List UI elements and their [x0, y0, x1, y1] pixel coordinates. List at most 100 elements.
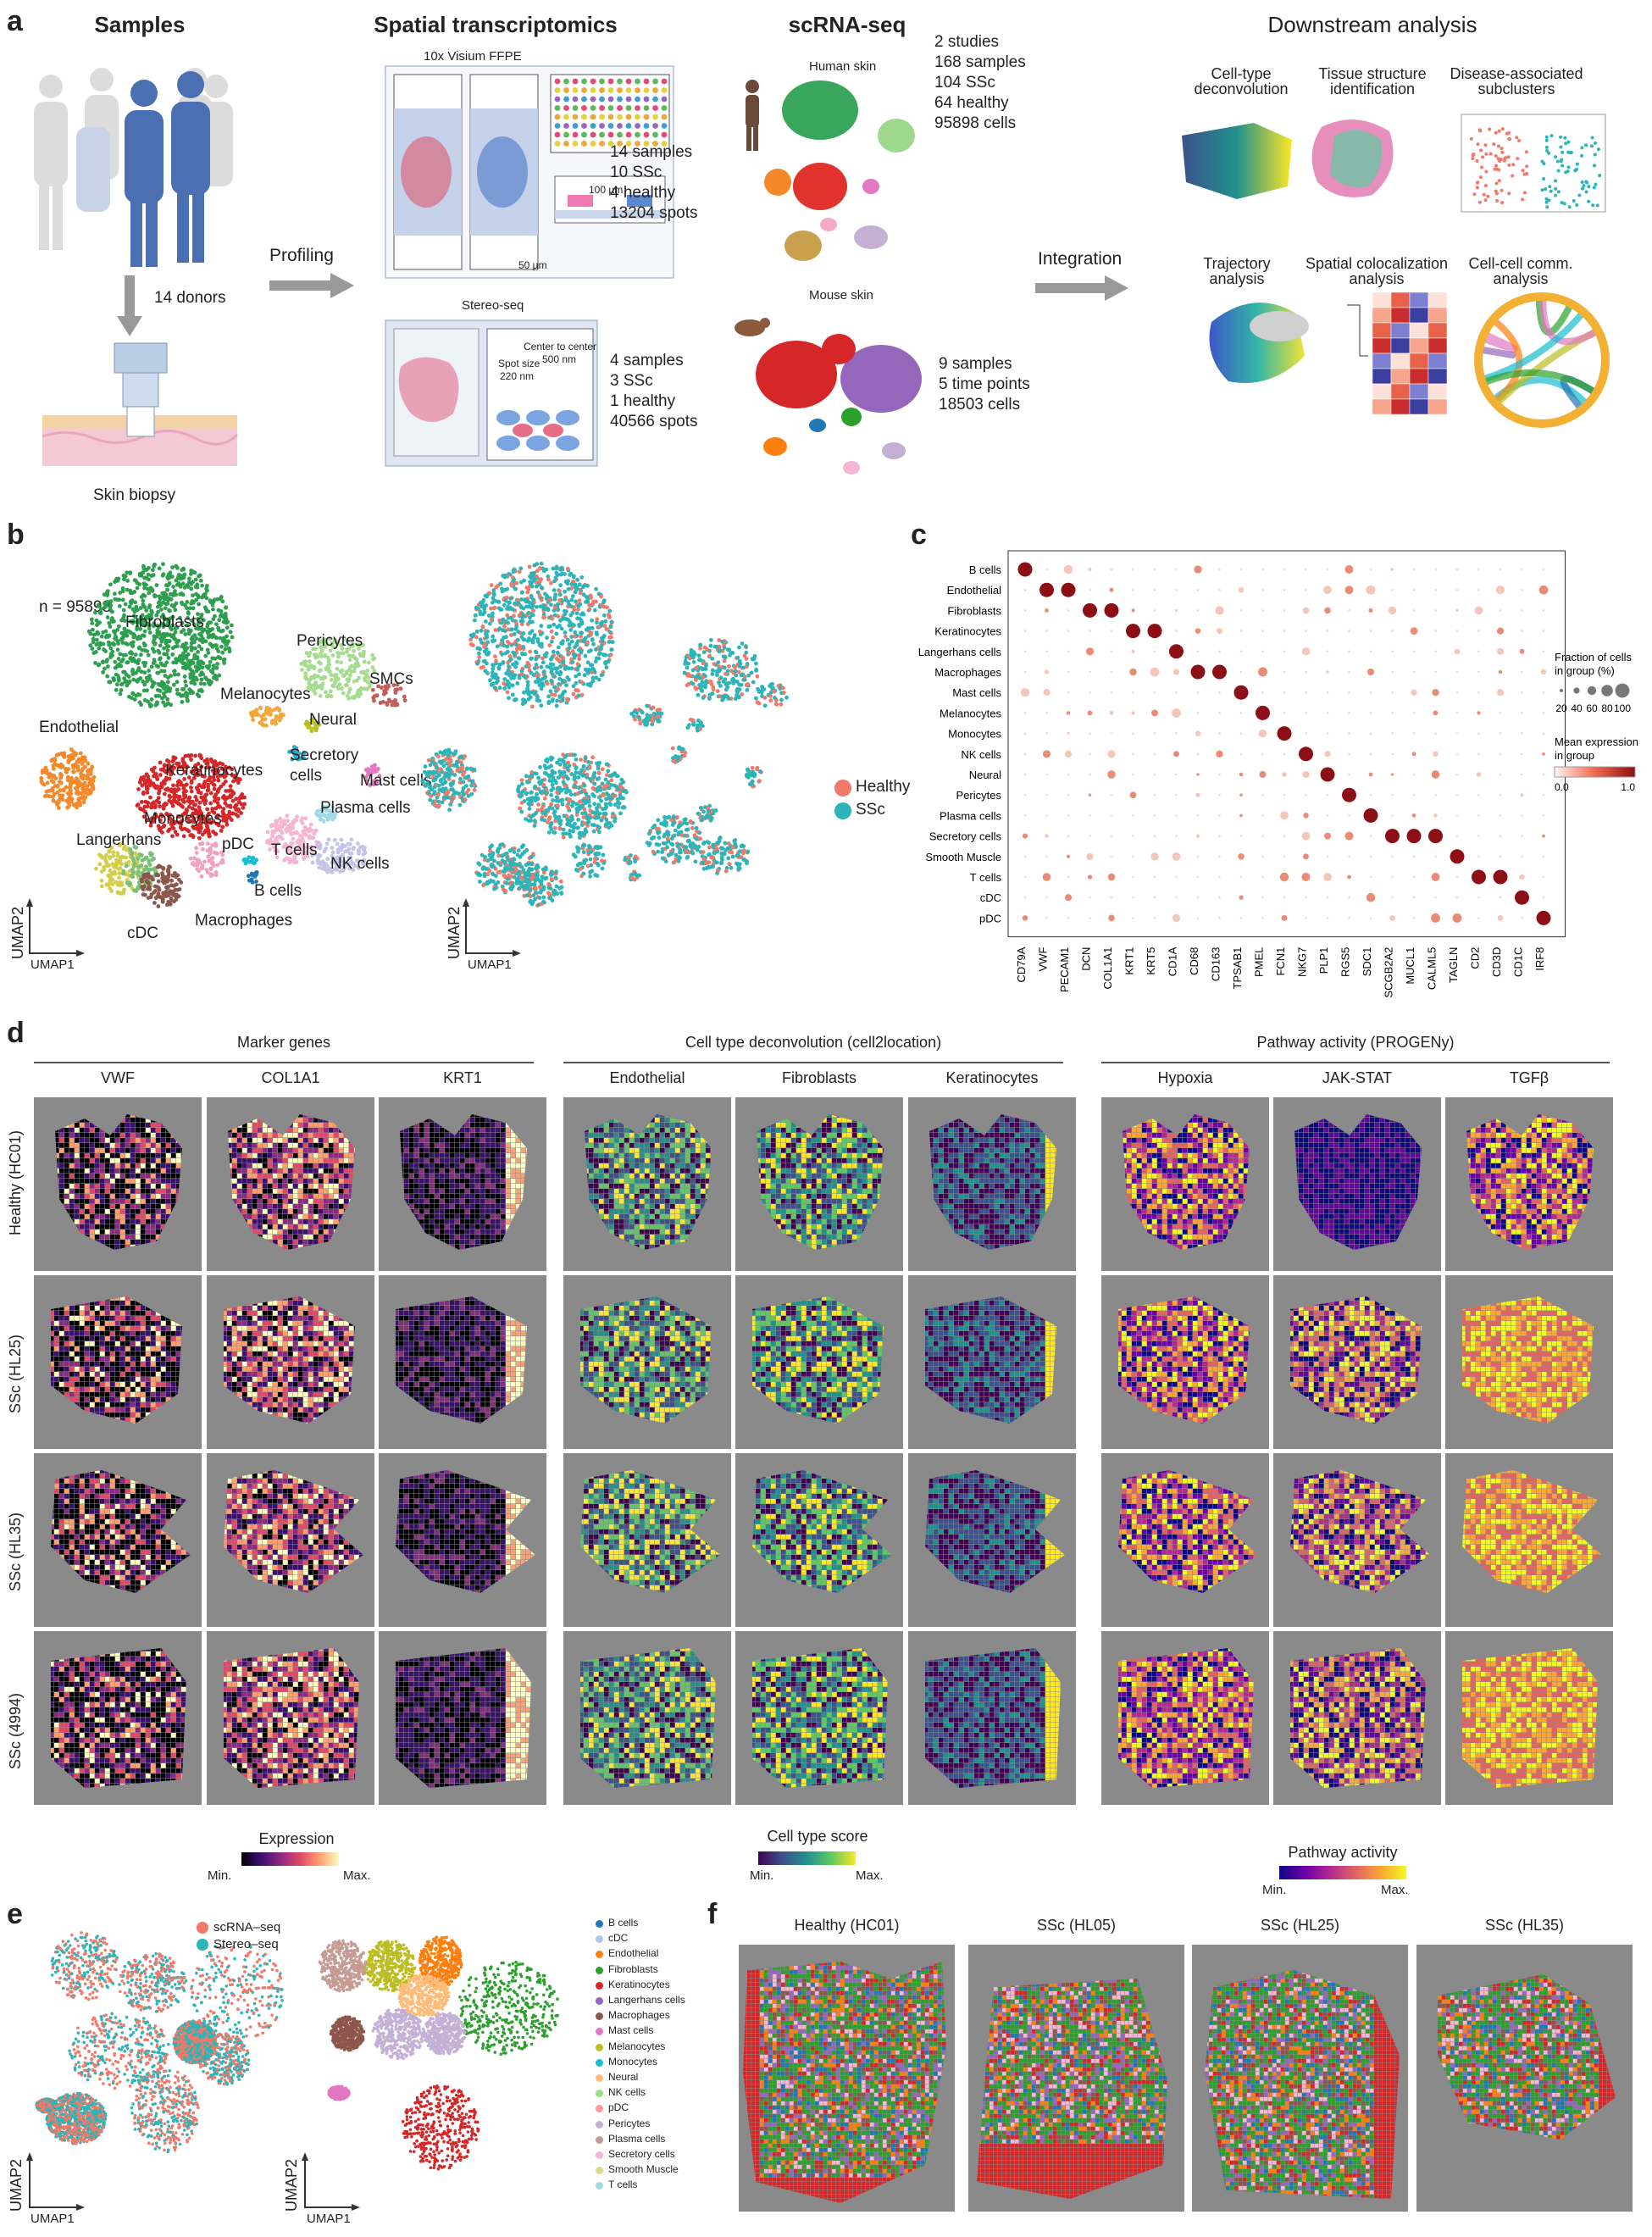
dotplot-dot — [1175, 691, 1178, 694]
legend-swatch — [596, 2028, 603, 2035]
legend-label: cDC — [608, 1932, 628, 1944]
stereo-stat-2: 1 healthy — [610, 391, 698, 412]
spatial-map — [735, 1631, 903, 1805]
spatial-map — [34, 1097, 202, 1271]
dotplot-dot — [1240, 671, 1243, 674]
dotplot-dot — [1413, 732, 1416, 735]
dotplot: B cellsEndothelialFibroblastsKeratinocyt… — [915, 551, 1644, 1008]
spatial-map — [1101, 1275, 1269, 1449]
dotplot-dot — [1432, 770, 1440, 779]
dotplot-dot — [1391, 814, 1394, 817]
dotplot-dot — [1456, 732, 1459, 735]
spatial-map — [735, 1097, 903, 1271]
dotplot-dot — [1521, 835, 1523, 837]
dotplot-dot — [1131, 711, 1134, 714]
dotplot-dot — [1256, 706, 1270, 720]
dotplot-dot — [1218, 917, 1221, 919]
stereo-map — [1192, 1945, 1408, 2212]
spatial-map — [207, 1097, 374, 1271]
spatial-map — [1445, 1275, 1613, 1449]
dotplot-dot — [1321, 768, 1335, 782]
dotplot-dot — [1218, 569, 1221, 571]
dotplot-dot — [1105, 603, 1119, 618]
dotplot-dot — [1172, 708, 1181, 718]
legend-label: NK cells — [608, 2086, 646, 2098]
legend-label: Neural — [608, 2071, 638, 2083]
dotplot-dot — [1045, 774, 1048, 776]
dotplot-dot — [1543, 774, 1545, 776]
dotplot-dot — [1497, 648, 1504, 655]
group-marker-genes: Marker genes — [34, 1034, 534, 1052]
dotplot-dot — [1477, 753, 1480, 756]
cluster-label-melanocytes: Melanocytes — [220, 685, 311, 705]
dotplot-dot — [1391, 876, 1394, 879]
dotplot-dot — [1370, 753, 1372, 756]
mouse-skin-umap — [724, 307, 936, 485]
dotplot-dot — [1175, 896, 1178, 899]
dotplot-dot — [1434, 630, 1437, 632]
legend-swatch — [596, 2090, 603, 2097]
legend-label: T cells — [608, 2179, 637, 2190]
dotplot-dot — [1283, 753, 1286, 756]
biopsy-text: Skin biopsy — [93, 486, 175, 506]
dotplot-dot — [1197, 691, 1200, 694]
dotplot-dot — [1348, 856, 1350, 858]
dotplot-dot — [1391, 896, 1394, 899]
visium-text: 10x Visium FFPE — [424, 49, 522, 64]
dotplot-dot — [1456, 753, 1459, 756]
dotplot-dot — [1389, 915, 1395, 921]
legend-ssc-swatch — [834, 802, 851, 819]
spatial-map — [563, 1097, 731, 1271]
column-title: Endothelial — [563, 1069, 731, 1087]
stereo-text: Stereo-seq — [462, 298, 524, 314]
dotplot-dot — [1477, 835, 1480, 837]
human-stats: 2 studies 168 samples 104 SSc 64 healthy… — [934, 32, 1026, 134]
dotplot-dot — [1169, 644, 1184, 658]
dotplot-dot — [1348, 630, 1350, 632]
group-line-3 — [1101, 1062, 1610, 1063]
dotplot-dot — [1154, 917, 1156, 919]
dotplot-dot — [1283, 835, 1286, 837]
dotplot-dot — [1129, 669, 1137, 676]
legend-label: Plasma cells — [608, 2133, 665, 2145]
dotplot-dot — [1500, 609, 1502, 612]
dotplot-dot — [1240, 917, 1243, 919]
dotplot-dot — [1195, 628, 1201, 634]
dotplot-dot — [1413, 896, 1416, 899]
fraction-title-2: in group (%) — [1555, 664, 1615, 677]
dotplot-dot — [1261, 896, 1264, 899]
dotplot-dot — [1433, 752, 1439, 758]
cluster-label-pericytes: Pericytes — [297, 631, 363, 652]
dotplot-dot — [1391, 712, 1394, 714]
dotplot-dot — [1413, 589, 1416, 591]
group-deconvolution: Cell type deconvolution (cell2location) — [563, 1034, 1063, 1052]
umap1-b1: UMAP1 — [30, 958, 75, 973]
dotplot-dot — [1148, 624, 1162, 638]
fraction-title-1: Fraction of cells — [1555, 651, 1633, 663]
dotplot-dot — [1132, 589, 1134, 591]
dotplot-dot — [1045, 630, 1048, 632]
dotplot-dot — [1391, 732, 1394, 735]
dotplot-dot — [1043, 750, 1051, 758]
dotplot-dot — [1089, 917, 1091, 919]
dotplot-dot — [1107, 750, 1115, 758]
fraction-tick: 80 — [1601, 702, 1613, 714]
dotplot-dot — [1218, 589, 1221, 591]
panel-e-label: e — [7, 1898, 23, 1931]
stereo-map-title: SSc (HL25) — [1192, 1917, 1408, 1934]
dotplot-dot — [1045, 569, 1048, 571]
dotplot-dot — [1045, 896, 1048, 899]
dotplot-dot — [1327, 814, 1329, 817]
dotplot-dot — [1434, 856, 1437, 858]
dotplot-dot — [1239, 587, 1244, 592]
downstream-item-1: Tissue structure identification — [1305, 66, 1440, 97]
fraction-legend-dot — [1588, 686, 1596, 695]
dotplot-dot — [1154, 753, 1156, 756]
dotplot-dot — [1499, 670, 1502, 674]
dotplot-col-label: NKG7 — [1296, 947, 1309, 977]
stereo-stats: 4 samples 3 SSc 1 healthy 40566 spots — [610, 351, 698, 432]
dotplot-dot — [1456, 794, 1459, 797]
dotplot-row-label: Keratinocytes — [934, 625, 1001, 638]
dotplot-dot — [1542, 752, 1545, 756]
dotplot-dot — [1240, 569, 1243, 571]
